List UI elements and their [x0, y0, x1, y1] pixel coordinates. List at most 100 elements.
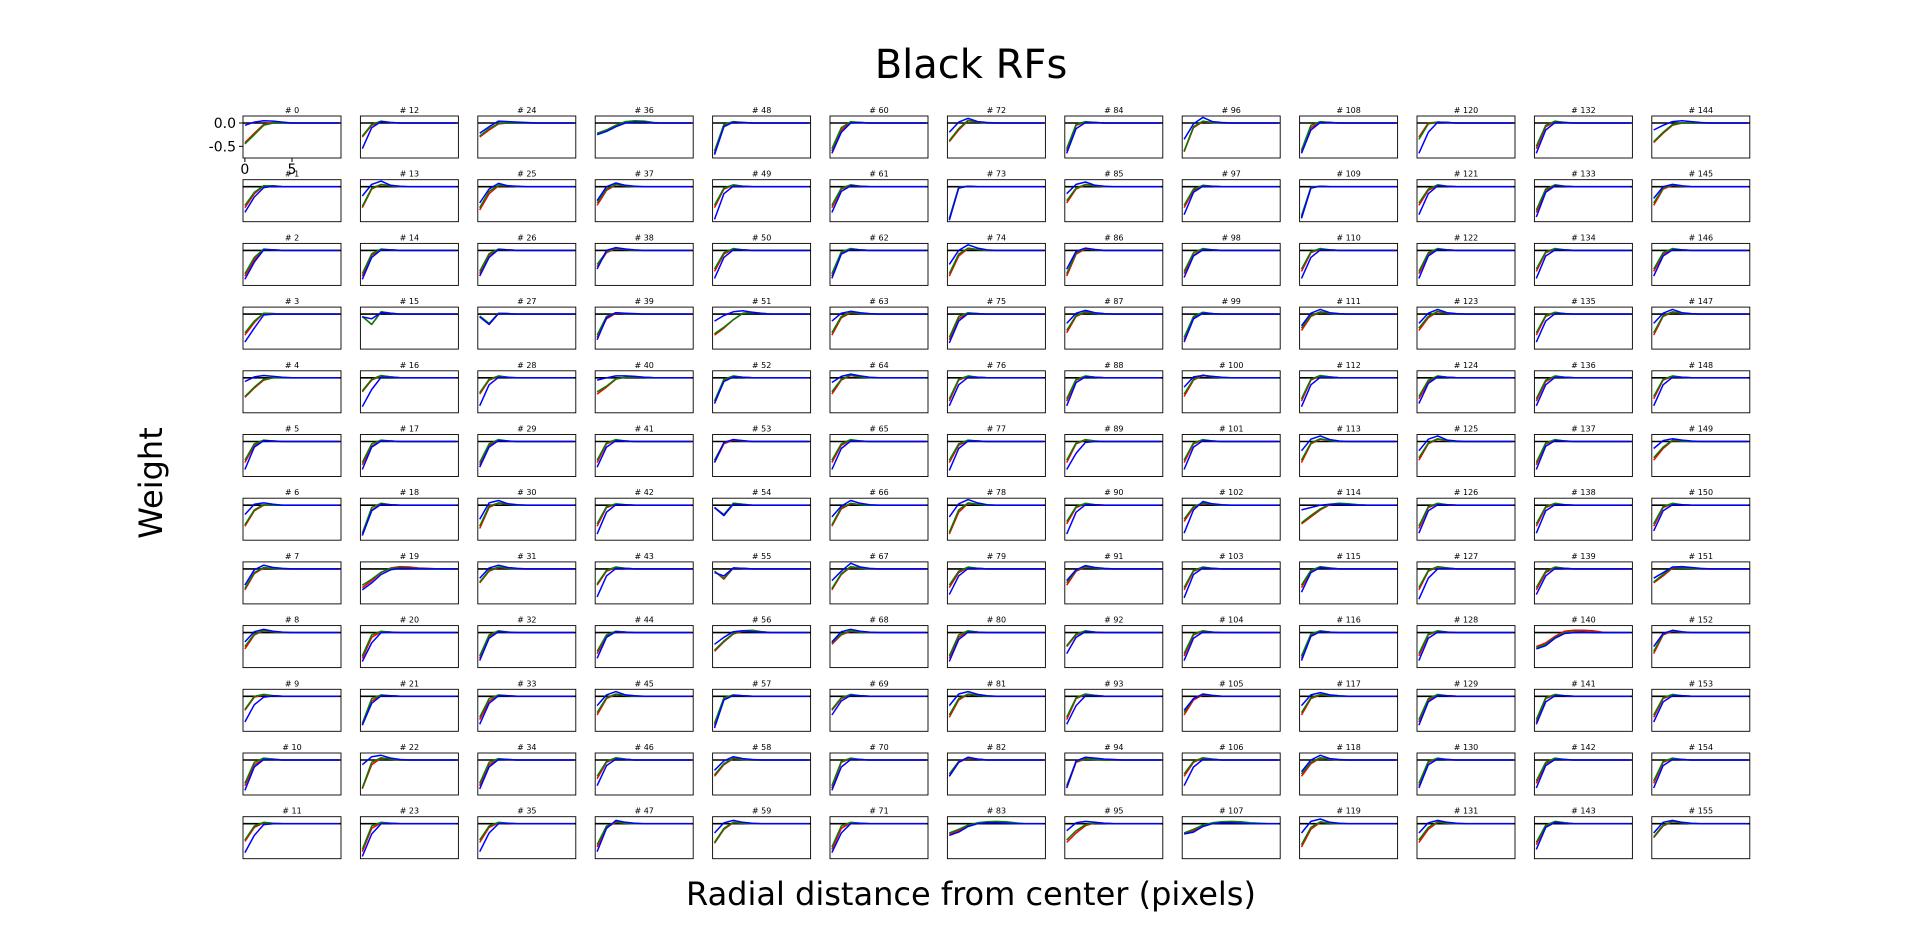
panel-frame [1299, 179, 1399, 223]
red-series-line [713, 184, 809, 209]
blue-series-line [831, 248, 927, 279]
panel-frame [594, 370, 694, 414]
blue-series-line [1418, 435, 1514, 452]
panel-frame [242, 434, 342, 477]
rf-panel: # 39 [594, 297, 694, 350]
blue-series-line [831, 373, 927, 384]
blue-series-line [479, 376, 574, 407]
rf-panel: # 95 [1064, 807, 1164, 860]
panel-label: # 17 [400, 425, 419, 434]
rf-panel: # 57 [712, 679, 812, 732]
rf-panel: # 124 [1416, 361, 1516, 414]
panel-frame [829, 688, 929, 732]
panel-frame [1651, 752, 1751, 796]
panel-frame [946, 370, 1046, 414]
red-series-line [596, 566, 692, 586]
blue-series-line [1536, 631, 1631, 650]
rf-panel: # 107 [1181, 807, 1281, 860]
panel-frame [829, 242, 929, 286]
rf-panel: # 29 [477, 425, 577, 477]
panel-frame [1533, 370, 1633, 414]
rf-panel: # 49 [712, 170, 812, 223]
panel-frame [242, 179, 342, 223]
blue-series-line [596, 690, 692, 707]
panel-label: # 135 [1571, 297, 1596, 306]
panel-frame [359, 370, 459, 414]
blue-series-line [1183, 693, 1279, 711]
panel-label: # 19 [400, 552, 419, 561]
blue-series-line [713, 755, 809, 771]
panel-label: # 99 [1221, 297, 1240, 306]
panel-label: # 43 [634, 552, 653, 561]
panel-label: # 97 [1221, 170, 1240, 179]
blue-series-line [596, 758, 692, 787]
rf-panel: # 62 [829, 233, 929, 286]
panel-label: # 28 [517, 361, 536, 370]
rf-panel: # 92 [1064, 616, 1164, 669]
panel-frame [946, 688, 1046, 732]
panel-frame [477, 370, 577, 414]
panel-frame [1533, 752, 1633, 796]
red-series-line [1535, 566, 1631, 591]
rf-panel: # 130 [1416, 743, 1516, 796]
panel-label: # 121 [1454, 170, 1479, 179]
panel-label: # 129 [1454, 679, 1479, 688]
panel-label: # 152 [1689, 616, 1714, 625]
panel-label: # 46 [634, 743, 653, 752]
rf-panel: # 43 [594, 552, 694, 605]
red-series-line [361, 822, 457, 852]
panel-label: # 52 [752, 361, 771, 370]
panel-frame [359, 561, 459, 605]
blue-series-line [1066, 695, 1161, 725]
blue-series-line [948, 117, 1044, 133]
red-series-line [1300, 248, 1396, 272]
blue-series-line [1535, 695, 1631, 725]
blue-series-line [831, 822, 927, 853]
panel-frame [1533, 625, 1633, 669]
panel-label: # 23 [400, 807, 419, 816]
blue-series-line [596, 311, 692, 341]
panel-label: # 92 [1104, 616, 1123, 625]
red-series-line [1300, 375, 1396, 402]
rf-panel: # 48 [712, 106, 812, 159]
panel-label: # 90 [1104, 488, 1123, 497]
panel-label: # 24 [517, 106, 536, 115]
panel-label: # 20 [400, 616, 419, 625]
panel-label: # 73 [987, 170, 1006, 179]
panel-label: # 103 [1219, 552, 1244, 561]
rf-panel: # 136 [1533, 361, 1633, 414]
blue-series-line [1653, 758, 1748, 789]
red-series-line [831, 248, 927, 277]
rf-panel: # 78 [946, 488, 1046, 541]
red-series-line [1183, 374, 1279, 397]
panel-label: # 70 [869, 743, 888, 752]
rf-panel: # 126 [1416, 488, 1516, 541]
rf-panel: # 153 [1651, 679, 1751, 732]
green-series-line [1066, 757, 1161, 786]
panel-label: # 76 [987, 361, 1006, 370]
panel-label: # 63 [869, 297, 888, 306]
rf-panel: # 45 [594, 679, 694, 732]
panel-frame [1181, 752, 1281, 796]
panel-frame [594, 625, 694, 669]
rf-panel: # 36 [594, 106, 694, 159]
panel-frame [1181, 306, 1281, 350]
blue-series-line [713, 438, 809, 463]
rf-panel: # 118 [1299, 743, 1399, 796]
red-series-line [1066, 630, 1161, 648]
rf-panel: # 142 [1533, 743, 1633, 796]
rf-panel: # 115 [1299, 552, 1399, 605]
rf-panel: # 125 [1416, 425, 1516, 477]
rf-panel: # 50 [712, 233, 812, 286]
rf-panel: # 61 [829, 170, 929, 223]
panel-label: # 15 [400, 297, 419, 306]
panel-label: # 115 [1336, 552, 1361, 561]
panel-label: # 27 [517, 297, 536, 306]
panel-label: # 96 [1221, 106, 1240, 115]
panel-frame [1181, 242, 1281, 286]
blue-series-line [1183, 631, 1279, 661]
rf-panel: # 35 [477, 807, 577, 860]
rf-panel: # 58 [712, 743, 812, 796]
panel-frame [1064, 434, 1164, 477]
panel-label: # 78 [987, 488, 1006, 497]
